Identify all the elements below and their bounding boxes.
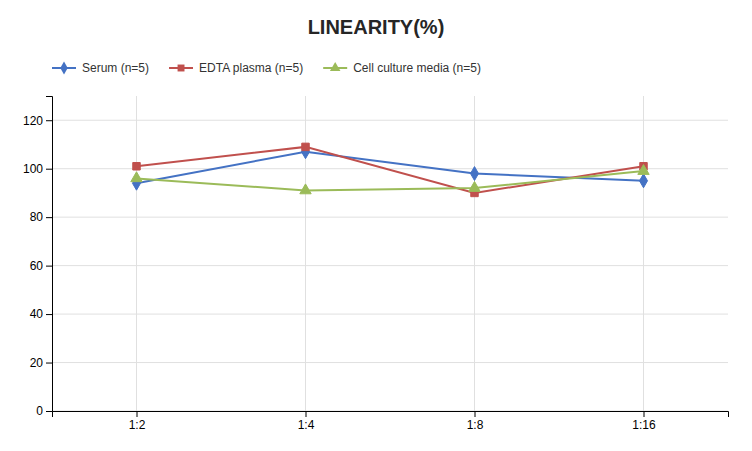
legend-item: Cell culture media (n=5)	[323, 61, 481, 75]
x-tick-label: 1:8	[467, 418, 484, 432]
series-line	[137, 147, 644, 193]
x-tick: 1:16	[632, 411, 656, 432]
legend-label: Serum (n=5)	[82, 61, 149, 75]
grid-line-y	[52, 362, 728, 363]
series	[132, 145, 647, 190]
legend-item: Serum (n=5)	[52, 61, 149, 75]
series-line	[137, 171, 644, 190]
series-marker	[470, 167, 478, 181]
series-marker	[302, 143, 309, 150]
x-tick-label: 1:2	[129, 418, 146, 432]
y-tick-mark	[46, 266, 52, 267]
x-tick: 1:2	[129, 411, 146, 432]
y-tick-label: 100	[23, 162, 43, 176]
y-tick-mark	[46, 120, 52, 121]
grid-line-x	[136, 96, 137, 411]
chart-svg: 1:2 1:4 1:8 1:16 0 20 40 60 80 100 120 LINEARITY(%)…	[0, 0, 752, 451]
legend-marker	[330, 62, 341, 71]
y-tick: 40	[30, 307, 52, 321]
legend-marker	[178, 65, 185, 72]
y-tick-label: 40	[30, 307, 44, 321]
y-tick: 80	[30, 210, 52, 224]
grid-line-y	[52, 120, 728, 121]
legend-item: EDTA plasma (n=5)	[169, 61, 303, 75]
series	[133, 143, 647, 197]
grid-line-x	[474, 96, 475, 411]
grid-line-y	[52, 217, 728, 218]
series-marker	[638, 165, 649, 175]
title: LINEARITY(%)	[308, 16, 445, 38]
x-tick-mark	[644, 411, 645, 417]
series	[131, 165, 649, 194]
y-tick-mark	[46, 169, 52, 170]
y-axis: 0 20 40 60 80 100 120	[23, 97, 53, 419]
x-tick: 1:4	[298, 411, 315, 432]
y-tick: 60	[30, 259, 52, 273]
series-marker	[300, 184, 311, 194]
y-tick-mark	[46, 363, 52, 364]
x-tick-mark	[475, 411, 476, 417]
series-marker	[469, 182, 480, 192]
legend-label: EDTA plasma (n=5)	[199, 61, 303, 75]
x-tick-label: 1:4	[298, 418, 315, 432]
legend: Serum (n=5) EDTA plasma (n=5) Cell culture…	[52, 61, 481, 75]
y-tick-label: 120	[23, 114, 43, 128]
y-tick: 20	[30, 356, 52, 370]
x-tick-label: 1:16	[632, 418, 656, 432]
grid-line-y	[52, 265, 728, 266]
x-tick-mark	[306, 411, 307, 417]
y-tick: 100	[23, 162, 52, 176]
series-marker	[639, 174, 647, 188]
y-tick-mark	[46, 314, 52, 315]
series-marker	[133, 163, 140, 170]
grid-line-x	[643, 96, 644, 411]
y-tick-label: 80	[30, 210, 44, 224]
legend-label: Cell culture media (n=5)	[353, 61, 481, 75]
series-marker	[131, 172, 142, 182]
y-tick-label: 20	[30, 356, 44, 370]
x-axis-line	[53, 412, 729, 418]
x-axis: 1:2 1:4 1:8 1:16	[53, 411, 729, 432]
y-tick-mark	[46, 411, 52, 412]
legend-marker	[60, 62, 67, 75]
x-tick-mark	[137, 411, 138, 417]
grid	[52, 96, 728, 411]
y-tick: 120	[23, 114, 52, 128]
y-tick: 0	[36, 404, 52, 418]
y-tick-label: 0	[36, 404, 43, 418]
y-tick-label: 60	[30, 259, 44, 273]
plot-area	[131, 143, 649, 197]
y-tick-mark	[46, 217, 52, 218]
chart-container: 1:2 1:4 1:8 1:16 0 20 40 60 80 100 120 LINEARITY(%)…	[0, 0, 752, 451]
grid-line-y	[52, 314, 728, 315]
x-tick: 1:8	[467, 411, 484, 432]
y-axis-line	[46, 97, 53, 412]
